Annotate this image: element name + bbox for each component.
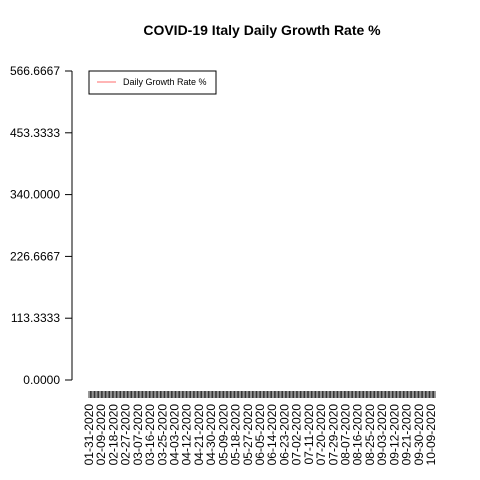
x-tick-label: 09-21-2020 bbox=[400, 404, 414, 466]
x-tick-label: 07-20-2020 bbox=[314, 404, 328, 466]
y-axis-ticks: 0.0000 113.3333 226.6667 340.0000 453.3333 56… bbox=[10, 64, 72, 387]
x-tick-label: 06-14-2020 bbox=[265, 404, 279, 466]
x-tick-label: 04-30-2020 bbox=[204, 404, 218, 466]
legend-label-daily-growth-rate: Daily Growth Rate % bbox=[123, 77, 207, 87]
legend-box bbox=[88, 70, 217, 95]
x-tick-label: 07-29-2020 bbox=[326, 404, 340, 466]
x-tick-label: 03-16-2020 bbox=[143, 404, 157, 466]
y-tick-label: 226.6667 bbox=[10, 249, 60, 263]
y-tick-label: 0.0000 bbox=[23, 373, 60, 387]
x-tick-label: 05-18-2020 bbox=[229, 404, 243, 466]
y-tick-label: 566.6667 bbox=[10, 64, 60, 78]
x-tick-label: 01-31-2020 bbox=[82, 404, 96, 466]
x-tick-label: 09-03-2020 bbox=[375, 404, 389, 466]
x-tick-label: 05-27-2020 bbox=[241, 404, 255, 466]
x-tick-label: 08-07-2020 bbox=[339, 404, 353, 466]
x-tick-label: 09-30-2020 bbox=[412, 404, 426, 466]
chart-title: COVID-19 Italy Daily Growth Rate % bbox=[143, 22, 381, 38]
x-tick-label: 02-18-2020 bbox=[106, 404, 120, 466]
x-tick-label: 04-21-2020 bbox=[192, 404, 206, 466]
y-tick-label: 340.0000 bbox=[10, 188, 60, 202]
x-axis-ticks: 01-31-202002-09-202002-18-202002-27-2020… bbox=[82, 391, 438, 465]
x-tick-label: 06-05-2020 bbox=[253, 404, 267, 466]
x-tick-label: 03-07-2020 bbox=[131, 404, 145, 466]
x-tick-label: 04-12-2020 bbox=[180, 404, 194, 466]
x-tick-label: 05-09-2020 bbox=[216, 404, 230, 466]
x-tick-label: 07-11-2020 bbox=[302, 404, 316, 465]
x-tick-label: 02-09-2020 bbox=[94, 404, 108, 466]
x-tick-label: 04-03-2020 bbox=[168, 404, 182, 466]
y-tick-label: 453.3333 bbox=[10, 126, 60, 140]
y-tick-label: 113.3333 bbox=[11, 311, 60, 325]
x-tick-label: 08-25-2020 bbox=[363, 404, 377, 466]
x-tick-label: 06-23-2020 bbox=[277, 404, 291, 466]
x-tick-label: 02-27-2020 bbox=[119, 404, 133, 466]
x-tick-label: 03-25-2020 bbox=[155, 404, 169, 466]
x-tick-label: 09-12-2020 bbox=[387, 404, 401, 466]
x-tick-label: 08-16-2020 bbox=[351, 404, 365, 466]
x-tick-label: 07-02-2020 bbox=[290, 404, 304, 466]
x-tick-label: 10-09-2020 bbox=[424, 404, 438, 466]
